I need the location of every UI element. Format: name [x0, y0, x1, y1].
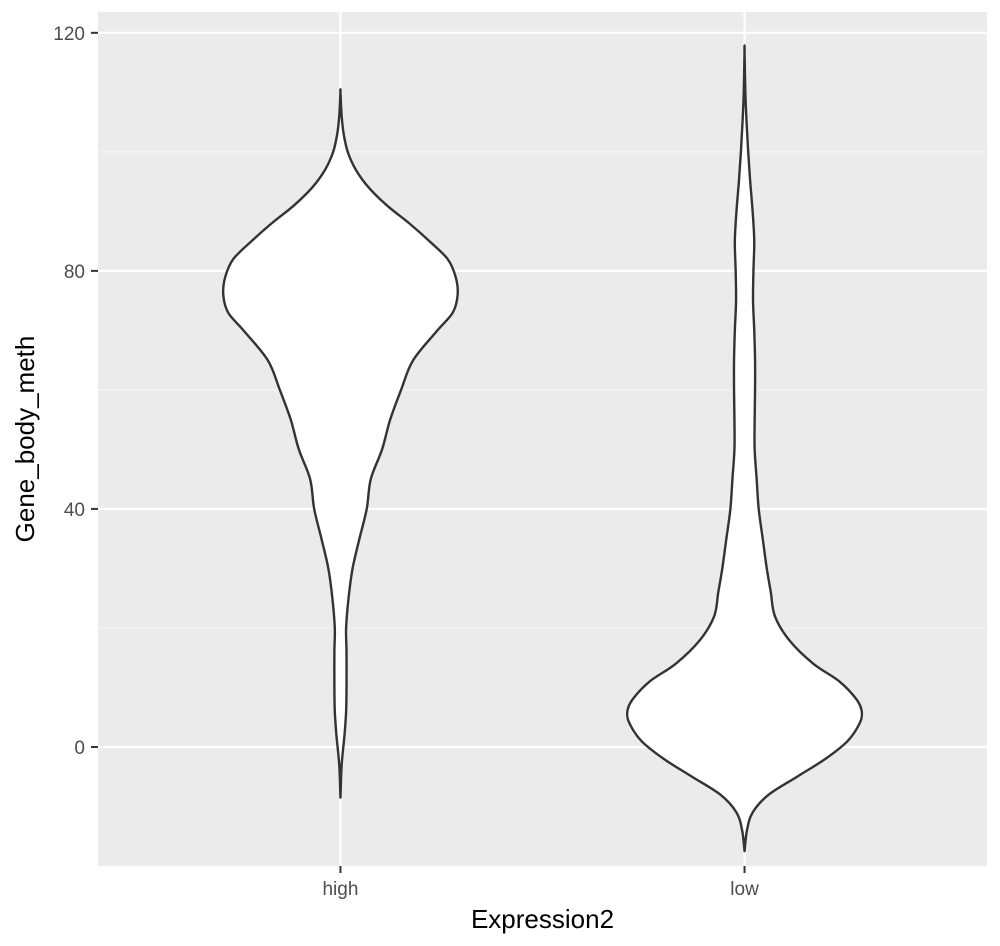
y-tick-label: 40: [64, 500, 85, 521]
violin-high: [221, 88, 459, 799]
violin-low: [625, 44, 864, 853]
x-tick-label-high: high: [322, 879, 358, 900]
y-tick-label: 80: [64, 262, 85, 283]
x-axis: high low: [322, 866, 759, 900]
plot-panel: [98, 12, 987, 866]
y-axis-title: Gene_body_meth: [10, 336, 40, 543]
x-tick-label-low: low: [730, 879, 759, 900]
violin-series: [221, 44, 864, 853]
y-tick-label: 120: [53, 24, 85, 45]
x-axis-title: Expression2: [471, 904, 614, 934]
y-axis: 0 40 80 120: [53, 24, 98, 759]
y-tick-label: 0: [74, 738, 85, 759]
grid-minor-lines: [98, 151, 987, 867]
